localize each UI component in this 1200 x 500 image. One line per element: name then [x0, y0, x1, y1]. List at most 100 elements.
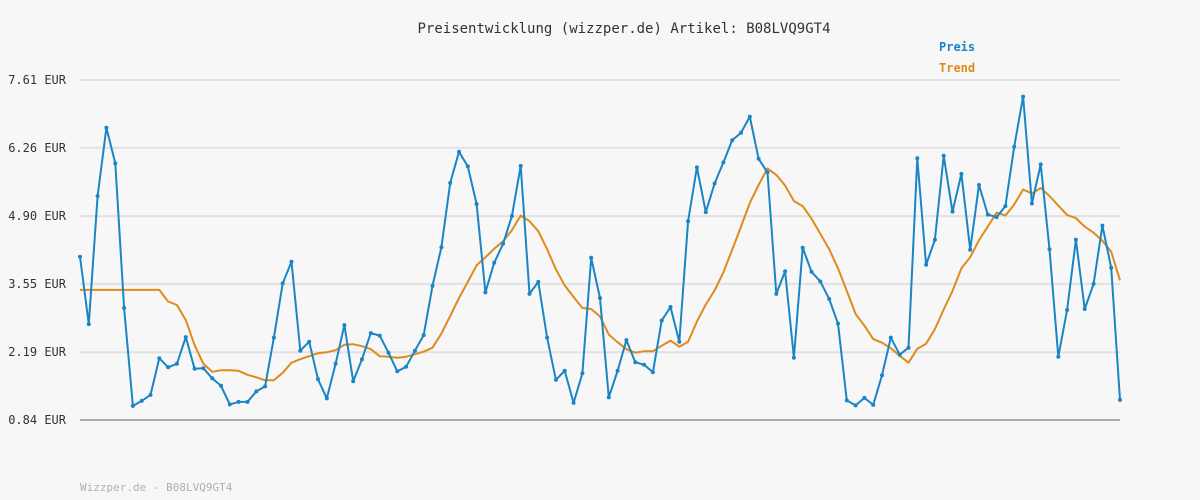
data-point-preis [853, 403, 858, 408]
data-point-preis [139, 398, 144, 403]
series-line-trend [80, 167, 1121, 382]
data-point-preis [642, 362, 647, 367]
y-tick-label: 6.26 EUR [8, 141, 67, 155]
data-point-preis [210, 376, 215, 381]
data-point-preis [880, 373, 884, 378]
data-point-preis [509, 214, 514, 219]
data-point-preis [95, 194, 100, 198]
y-axis-tick-labels: 7.61 EUR 6.26 EUR 4.90 EUR 3.55 EUR 2.19 EUR… [8, 73, 67, 427]
data-point-preis [289, 259, 294, 264]
data-point-preis [307, 339, 312, 344]
data-point-preis [1021, 94, 1026, 99]
data-point-preis [236, 399, 241, 404]
data-point-preis [113, 161, 118, 166]
data-point-preis [985, 212, 990, 217]
data-point-preis [174, 361, 179, 366]
data-point-preis [774, 291, 779, 296]
data-point-preis [483, 290, 488, 295]
data-point-preis [439, 245, 444, 250]
data-point-preis [950, 209, 955, 214]
data-point-preis [201, 366, 206, 371]
data-point-preis [598, 296, 602, 300]
data-point-preis [280, 281, 285, 286]
data-point-preis [571, 400, 576, 405]
data-point-preis [465, 164, 470, 169]
data-point-preis [1100, 223, 1105, 228]
y-tick-label: 4.90 EUR [8, 209, 67, 223]
series-layer [78, 94, 1122, 408]
legend-entry-preis: Preis [939, 40, 975, 54]
data-point-preis [809, 269, 814, 274]
data-point-preis [271, 335, 276, 340]
data-point-preis [721, 160, 726, 165]
data-point-preis [659, 318, 664, 323]
footer-credit: Wizzper.de - B08LVQ9GT4 [80, 481, 233, 494]
data-point-preis [977, 183, 981, 187]
data-point-preis [404, 364, 409, 369]
data-point-preis [756, 156, 761, 161]
data-point-preis [712, 181, 717, 186]
data-point-preis [1091, 281, 1096, 286]
data-point-preis [263, 384, 268, 389]
data-point-preis [624, 338, 629, 343]
data-point-preis [694, 165, 699, 170]
data-point-preis [1029, 201, 1034, 206]
data-point-preis [457, 149, 461, 154]
data-point-preis [527, 291, 532, 296]
data-point-preis [360, 357, 364, 362]
data-point-preis [1073, 237, 1078, 242]
data-point-preis [86, 322, 91, 327]
data-point-preis [219, 383, 223, 388]
data-point-preis [791, 355, 796, 360]
data-point-preis [368, 331, 373, 336]
data-point-preis [166, 365, 171, 370]
data-point-preis [1109, 265, 1114, 270]
data-point-preis [615, 368, 620, 373]
y-tick-label: 0.84 EUR [8, 413, 67, 427]
chart-title: Preisentwicklung (wizzper.de) Artikel: B… [417, 21, 830, 37]
data-point-preis [518, 163, 523, 168]
data-point-preis [1056, 354, 1061, 359]
data-point-preis [862, 395, 867, 400]
data-point-preis [844, 398, 849, 403]
data-point-preis [650, 370, 655, 375]
data-point-preis [104, 125, 109, 130]
data-point-preis [924, 262, 929, 267]
grid-lines [80, 79, 1120, 421]
data-point-preis [430, 283, 435, 288]
data-point-preis [553, 377, 558, 382]
data-point-preis [915, 156, 920, 161]
data-point-preis [1118, 397, 1122, 402]
data-point-preis [668, 305, 673, 309]
data-point-preis [1065, 308, 1070, 312]
data-point-preis [765, 170, 770, 175]
data-point-preis [703, 210, 708, 215]
data-point-preis [227, 402, 232, 407]
data-point-preis [959, 171, 964, 176]
data-point-preis [818, 279, 823, 284]
data-point-preis [871, 402, 876, 407]
data-point-preis [545, 335, 550, 340]
data-point-preis [677, 339, 682, 344]
data-point-preis [606, 395, 611, 400]
data-point-preis [730, 138, 735, 143]
data-point-preis [421, 333, 426, 338]
data-point-preis [501, 241, 506, 246]
data-point-preis [536, 279, 541, 284]
data-point-preis [827, 297, 832, 301]
data-point-preis [448, 181, 453, 185]
data-point-preis [412, 348, 417, 353]
data-point-preis [130, 403, 135, 408]
data-point-preis [316, 377, 320, 382]
data-point-preis [994, 215, 999, 220]
data-point-preis [739, 130, 743, 135]
data-point-preis [386, 350, 391, 355]
data-point-preis [589, 255, 594, 260]
data-point-preis [888, 335, 893, 340]
data-point-preis [562, 368, 567, 373]
data-point-preis [78, 254, 82, 259]
y-tick-label: 7.61 EUR [8, 73, 67, 87]
data-point-preis [1082, 307, 1087, 311]
series-line-preis [79, 95, 1121, 407]
